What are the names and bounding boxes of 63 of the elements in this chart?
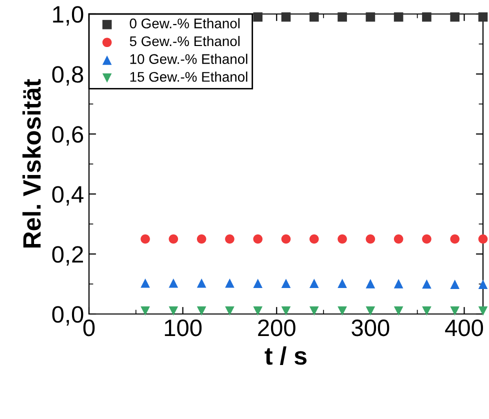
point	[366, 234, 376, 244]
point	[394, 279, 404, 288]
point	[309, 12, 319, 22]
point	[422, 306, 432, 316]
y-tick-label: 0,8	[52, 66, 84, 86]
point	[478, 280, 488, 289]
point	[338, 12, 347, 22]
x-tick-label: 400	[445, 319, 484, 336]
point	[394, 12, 404, 22]
point	[422, 234, 432, 244]
point	[366, 306, 376, 316]
x-tick-label: 200	[258, 319, 296, 336]
point	[225, 278, 234, 288]
x-tick-label: 0	[83, 319, 95, 336]
point	[253, 12, 263, 22]
point	[478, 234, 488, 244]
point	[253, 234, 263, 244]
point	[168, 278, 178, 288]
point	[338, 234, 347, 244]
point	[450, 306, 460, 316]
y-axis-title: Rel. Viskosität	[22, 79, 41, 248]
legend-label: 0 Gew.-% Ethanol	[130, 18, 240, 28]
point	[225, 234, 234, 244]
point	[422, 279, 432, 289]
x-tick-label: 100	[164, 319, 202, 336]
point	[281, 12, 291, 22]
y-tick-label: 0,4	[52, 186, 84, 206]
point	[366, 279, 376, 288]
point	[140, 234, 150, 244]
point	[253, 306, 263, 316]
legend-label: 10 Gew.-% Ethanol	[130, 54, 248, 64]
point	[450, 280, 460, 289]
point	[338, 306, 347, 316]
point	[366, 12, 376, 22]
y-tick-label: 0,2	[52, 246, 83, 266]
point	[140, 306, 150, 316]
point	[196, 234, 206, 244]
point	[309, 278, 319, 288]
point	[253, 278, 263, 288]
point	[168, 306, 178, 316]
point	[338, 278, 347, 288]
point	[309, 306, 319, 316]
y-tick-label: 0,0	[52, 306, 84, 326]
point	[168, 234, 178, 244]
point	[450, 234, 460, 244]
x-axis-title: t / s	[264, 346, 307, 366]
legend-label: 15 Gew.-% Ethanol	[130, 72, 248, 82]
y-tick-label: 1,0	[53, 6, 84, 26]
point	[394, 234, 404, 244]
point	[140, 278, 150, 288]
point	[281, 234, 291, 244]
x-tick-label: 300	[352, 319, 390, 336]
point	[225, 306, 234, 316]
legend-label: 5 Gew.-% Ethanol	[130, 36, 240, 46]
point	[281, 306, 291, 316]
point	[196, 306, 206, 316]
point	[422, 12, 432, 22]
point	[196, 278, 206, 288]
point	[309, 234, 319, 244]
point	[394, 306, 404, 316]
point	[450, 12, 460, 22]
y-tick-label: 0,6	[52, 126, 84, 146]
point	[281, 278, 291, 288]
